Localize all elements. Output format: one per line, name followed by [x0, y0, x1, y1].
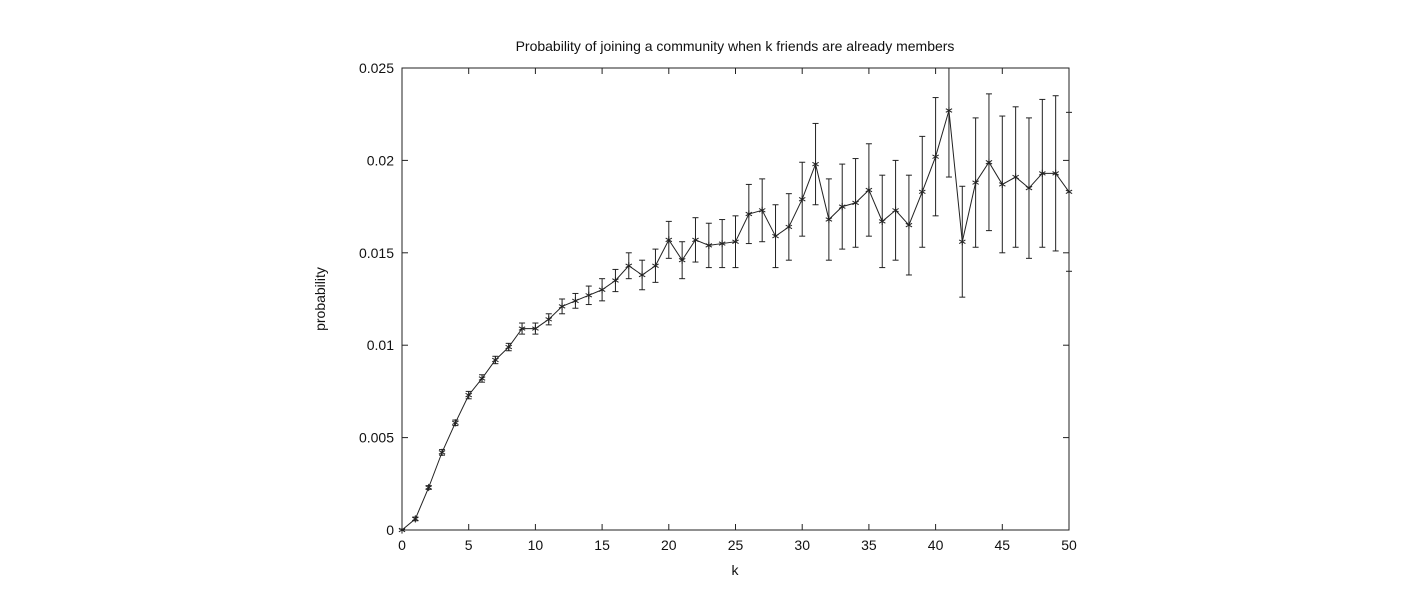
data-point — [438, 448, 446, 456]
data-point — [398, 526, 406, 534]
data-point — [665, 236, 673, 244]
x-tick-label: 10 — [528, 537, 544, 553]
x-tick-label: 40 — [928, 537, 944, 553]
y-tick-label: 0.01 — [367, 337, 394, 353]
data-point — [518, 324, 526, 333]
data-point — [932, 153, 939, 161]
x-tick-label: 15 — [594, 537, 610, 553]
data-point — [465, 391, 473, 399]
data-point — [838, 203, 846, 211]
data-point — [492, 356, 499, 364]
data-point — [758, 206, 766, 214]
data-point — [612, 276, 619, 285]
data-point — [785, 223, 793, 231]
data-point — [558, 302, 566, 310]
chart-title: Probability of joining a community when … — [516, 38, 955, 54]
x-tick-label: 45 — [995, 537, 1011, 553]
data-point — [1052, 169, 1060, 177]
data-point — [532, 324, 539, 333]
data-point — [572, 297, 579, 305]
data-point — [998, 180, 1006, 189]
data-point — [972, 178, 979, 187]
data-point — [1025, 184, 1033, 192]
x-tick-labels: 0 5 10 15 20 25 30 35 40 45 50 — [398, 537, 1077, 553]
data-point — [1065, 188, 1073, 196]
x-tick-label: 20 — [661, 537, 677, 553]
data-point — [798, 195, 806, 203]
axis-ticks — [401, 67, 1070, 531]
data-point — [545, 315, 553, 323]
data-point — [732, 238, 739, 246]
data-point — [878, 217, 886, 225]
data-point — [692, 236, 699, 244]
data-point — [678, 256, 686, 264]
series-line — [401, 110, 1070, 531]
x-tick-label: 35 — [861, 537, 877, 553]
y-tick-label: 0.005 — [359, 430, 394, 446]
plot-frame — [401, 67, 1070, 531]
data-point — [598, 286, 606, 294]
x-tick-label: 25 — [728, 537, 744, 553]
data-point — [625, 262, 633, 270]
error-bar — [945, 68, 952, 178]
y-tick-label: 0 — [386, 522, 394, 538]
data-point — [718, 239, 726, 248]
data-point — [478, 374, 486, 383]
data-point — [705, 241, 713, 250]
data-point — [652, 262, 659, 270]
data-point — [411, 515, 419, 523]
x-axis-label: k — [732, 562, 740, 578]
x-tick-label: 5 — [465, 537, 473, 553]
data-point — [505, 343, 513, 351]
y-tick-labels: 0 0.005 0.01 0.015 0.02 0.025 — [359, 60, 394, 538]
y-tick-label: 0.015 — [359, 245, 394, 261]
data-point — [1038, 169, 1046, 177]
data-point — [905, 221, 913, 229]
data-point — [958, 238, 966, 246]
y-axis-label: probability — [312, 267, 328, 331]
x-tick-label: 30 — [794, 537, 810, 553]
data-point — [852, 199, 859, 207]
data-point — [772, 232, 779, 240]
y-tick-label: 0.02 — [367, 152, 394, 168]
data-point — [425, 483, 433, 492]
data-point — [892, 206, 899, 214]
data-point — [585, 291, 593, 299]
data-point — [918, 188, 926, 196]
data-point — [985, 158, 993, 166]
y-tick-label: 0.025 — [359, 60, 394, 76]
data-point — [451, 419, 459, 427]
data-point — [865, 186, 873, 194]
data-point — [745, 210, 753, 218]
x-tick-label: 50 — [1061, 537, 1077, 553]
x-tick-label: 0 — [398, 537, 406, 553]
data-point — [825, 215, 833, 224]
data-point — [1012, 173, 1020, 181]
data-point — [812, 160, 819, 168]
error-bars — [399, 68, 1072, 530]
data-point — [945, 106, 953, 115]
data-markers — [398, 106, 1073, 534]
data-point — [638, 271, 646, 279]
